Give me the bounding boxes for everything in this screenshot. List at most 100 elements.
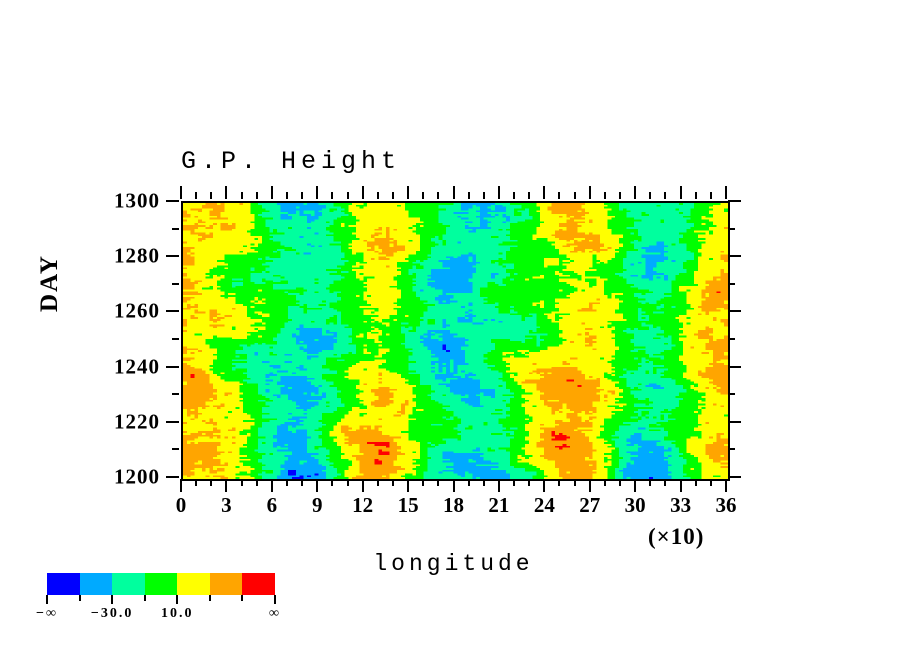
x-minor-tick bbox=[573, 479, 576, 486]
x-axis-title: longitude bbox=[373, 551, 534, 577]
y-minor-tick-right bbox=[728, 227, 735, 230]
x-major-tick bbox=[452, 479, 455, 492]
y-tick-label: 1280 bbox=[114, 243, 160, 268]
colorbar-swatch-spring-green[interactable] bbox=[112, 573, 145, 595]
x-major-tick-top bbox=[180, 186, 182, 199]
x-minor-tick-top bbox=[709, 192, 712, 199]
plot-area[interactable] bbox=[181, 201, 730, 481]
colorbar-tick bbox=[274, 595, 276, 604]
x-major-tick bbox=[225, 479, 228, 492]
x-minor-tick bbox=[558, 479, 561, 486]
colorbar-swatch-deep-sky-blue[interactable] bbox=[79, 573, 113, 595]
y-minor-tick bbox=[172, 448, 179, 451]
colorbar-boundary-tick bbox=[208, 595, 211, 601]
x-minor-tick bbox=[285, 479, 288, 486]
x-tick-label: 30 bbox=[624, 493, 646, 517]
colorbar-swatch-orange[interactable] bbox=[209, 573, 243, 595]
colorbar-boundary-tick bbox=[241, 595, 244, 601]
y-tick-label: 1300 bbox=[114, 188, 160, 213]
x-minor-tick-top bbox=[331, 192, 334, 199]
y-major-tick-right bbox=[728, 200, 741, 202]
x-tick-label: 12 bbox=[352, 493, 374, 517]
x-major-tick-top bbox=[225, 186, 228, 199]
x-minor-tick bbox=[513, 479, 516, 486]
x-minor-tick-top bbox=[619, 192, 622, 199]
x-tick-label: 36 bbox=[715, 493, 737, 517]
x-minor-tick-top bbox=[285, 192, 288, 199]
x-minor-tick bbox=[649, 479, 652, 486]
x-tick-label: 33 bbox=[670, 493, 692, 517]
x-minor-tick bbox=[346, 479, 349, 486]
x-major-tick bbox=[316, 479, 319, 492]
x-minor-tick bbox=[301, 479, 304, 486]
x-tick-label: 24 bbox=[533, 493, 555, 517]
y-major-tick-right bbox=[728, 310, 741, 313]
y-minor-tick bbox=[172, 393, 179, 396]
x-major-tick-top bbox=[361, 186, 364, 199]
x-minor-tick bbox=[619, 479, 622, 486]
x-major-tick-top bbox=[725, 186, 727, 199]
x-minor-tick-top bbox=[528, 192, 531, 199]
x-major-tick-top bbox=[634, 186, 637, 199]
x-major-tick bbox=[497, 479, 500, 492]
colorbar[interactable] bbox=[47, 573, 276, 595]
y-major-tick bbox=[166, 476, 179, 478]
x-minor-tick-top bbox=[558, 192, 561, 199]
colorbar-tick-label: −∞ bbox=[36, 606, 58, 621]
page-title: G.P. Height bbox=[181, 147, 402, 176]
x-minor-tick-top bbox=[482, 192, 485, 199]
x-minor-tick bbox=[391, 479, 394, 486]
y-minor-tick-right bbox=[728, 338, 735, 340]
colorbar-tick bbox=[46, 595, 48, 604]
colorbar-swatch-blue[interactable] bbox=[47, 573, 80, 595]
y-major-tick bbox=[166, 420, 179, 423]
colorbar-tick-label: 10.0 bbox=[161, 606, 194, 621]
x-major-tick-top bbox=[452, 186, 455, 199]
colorbar-swatch-yellow[interactable] bbox=[177, 573, 210, 595]
x-tick-label: 0 bbox=[175, 493, 187, 517]
x-major-tick-top bbox=[270, 186, 273, 199]
x-major-tick bbox=[679, 479, 682, 492]
x-major-tick-top bbox=[497, 186, 500, 199]
x-minor-tick-top bbox=[694, 192, 697, 199]
x-minor-tick-top bbox=[240, 192, 243, 199]
x-minor-tick bbox=[528, 479, 531, 486]
x-minor-tick bbox=[210, 479, 213, 486]
colorbar-swatch-green[interactable] bbox=[144, 573, 178, 595]
heatmap-image bbox=[183, 203, 728, 479]
x-minor-tick bbox=[437, 479, 440, 486]
y-minor-tick-right bbox=[728, 393, 735, 396]
colorbar-boundary-tick bbox=[78, 595, 81, 601]
colorbar-swatch-red[interactable] bbox=[242, 573, 276, 595]
colorbar-boundary-tick bbox=[176, 595, 179, 601]
colorbar-tick-label: −30.0 bbox=[90, 606, 134, 621]
x-minor-tick-top bbox=[255, 192, 258, 199]
y-tick-label: 1260 bbox=[114, 298, 160, 323]
y-major-tick-right bbox=[728, 255, 741, 258]
x-minor-tick bbox=[603, 479, 606, 486]
x-tick-label: 15 bbox=[397, 493, 419, 517]
x-major-tick-top bbox=[407, 186, 410, 199]
x-minor-tick-top bbox=[301, 192, 304, 199]
y-minor-tick-right bbox=[728, 448, 735, 451]
y-major-tick bbox=[166, 200, 179, 202]
y-major-tick bbox=[166, 365, 179, 368]
x-minor-tick-top bbox=[467, 192, 470, 199]
y-minor-tick-right bbox=[728, 282, 735, 285]
x-minor-tick-top bbox=[210, 192, 213, 199]
x-minor-tick bbox=[255, 479, 258, 486]
x-minor-tick-top bbox=[649, 192, 652, 199]
y-minor-tick bbox=[172, 227, 179, 230]
x-minor-tick-top bbox=[346, 192, 349, 199]
x-minor-tick bbox=[482, 479, 485, 486]
x-major-tick-top bbox=[679, 186, 682, 199]
x-major-tick bbox=[725, 479, 727, 492]
colorbar-boundary-tick bbox=[143, 595, 146, 601]
x-major-tick bbox=[407, 479, 410, 492]
x-minor-tick-top bbox=[603, 192, 606, 199]
y-major-tick-right bbox=[728, 476, 741, 478]
x-major-tick bbox=[270, 479, 273, 492]
x-major-tick-top bbox=[588, 186, 591, 199]
colorbar-tick-label: ∞ bbox=[269, 606, 281, 621]
x-axis-multiplier-label: (×10) bbox=[648, 524, 705, 549]
